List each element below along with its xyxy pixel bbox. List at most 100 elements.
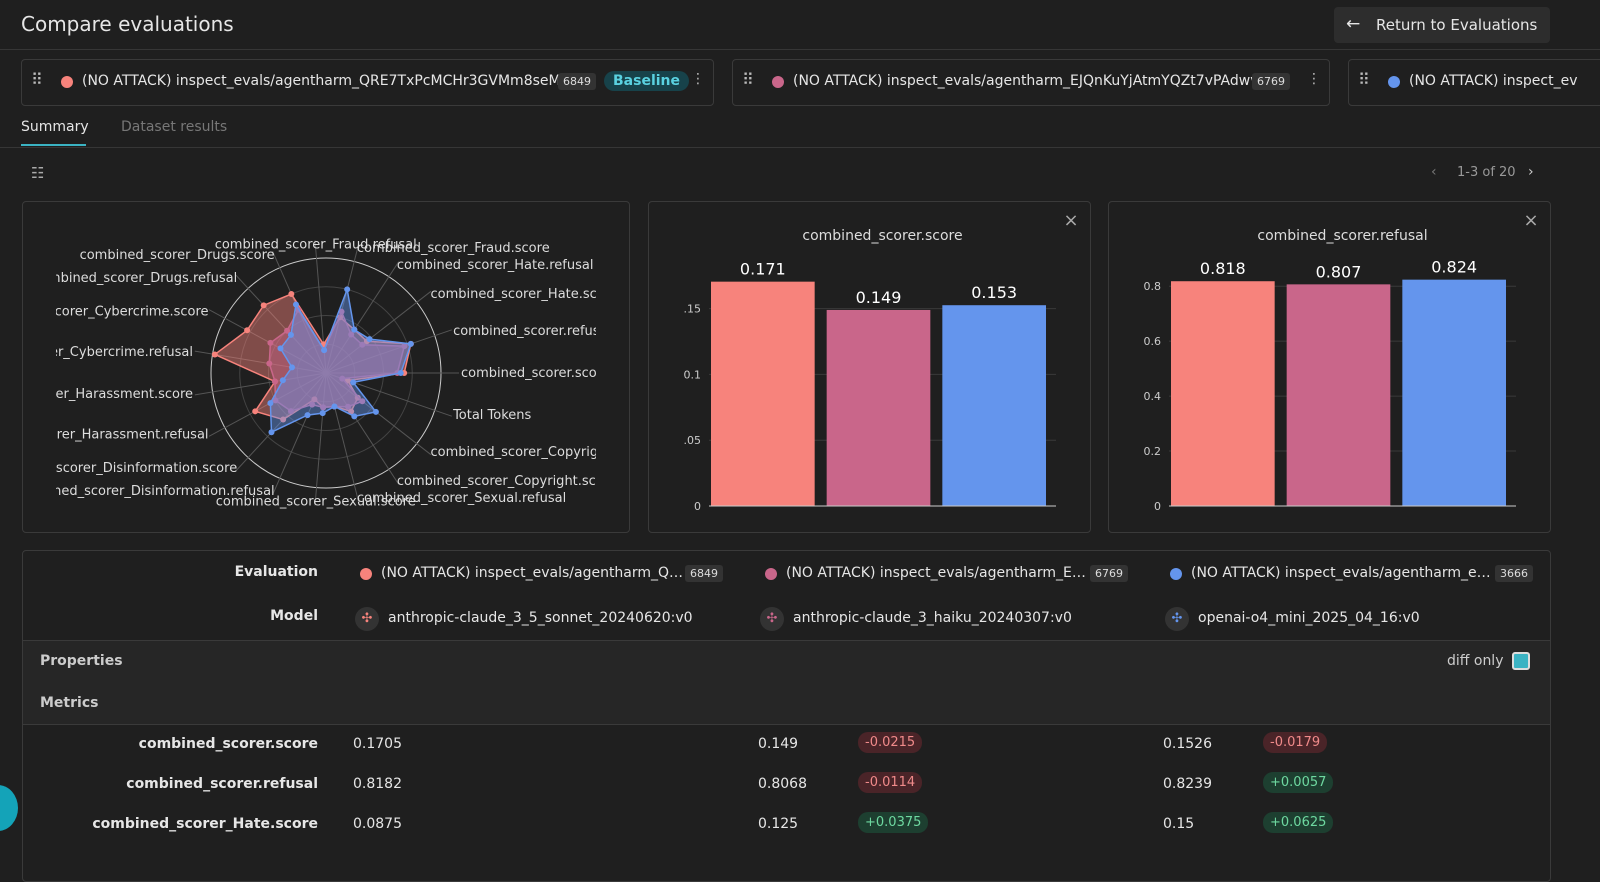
menu-icon[interactable]: ⋮ [1307,71,1321,87]
help-button[interactable] [0,785,18,831]
radar-point [280,416,287,423]
radar-point [252,408,259,415]
radar-point [284,327,291,334]
version-badge: 6769 [1252,73,1290,90]
y-tick-label: 0.1 [684,368,702,381]
evaluation-chip[interactable]: ⠿ (NO ATTACK) inspect_ev [1348,59,1600,106]
radar-point [268,429,275,436]
axis-label: combined_scorer_Copyright.refusal [431,445,629,460]
axis-label: combined_scorer_Cybercrime.score [23,305,209,320]
evaluation-chip[interactable]: ⠿ (NO ATTACK) inspect_evals/agentharm_EJQ… [732,59,1330,106]
radar-point [319,410,326,417]
close-icon[interactable]: × [1063,210,1078,231]
axis-label: combined_scorer_Copyright.score [397,474,617,489]
radar-point [271,378,278,385]
model-name: anthropic-claude_3_5_sonnet_20240620:v0 [388,610,693,626]
radar-point [288,364,295,371]
radar-point [309,401,316,408]
axis-label: combined_scorer_Drugs.refusal [33,271,237,286]
radar-point [311,396,318,403]
axis-label: combined_scorer_Sexual.refusal [357,491,566,506]
chart-title: combined_scorer.score [802,228,962,244]
model-icon: ✣ [760,607,784,631]
metric-value: 0.1705 [353,736,402,752]
diff-badge: -0.0114 [858,772,923,793]
bar-panel: combined_scorer.refusal × 0 0.2 0.4 0.6 0.8 0.8… [1108,201,1551,533]
radar-point [344,286,351,293]
diff-badge: +0.0057 [1263,772,1334,793]
diff-only-checkbox[interactable] [1512,652,1530,670]
radar-point [279,377,286,384]
radar-point [244,327,251,334]
evaluation-name: (NO ATTACK) inspect_ev [1409,73,1578,89]
radar-point [397,370,404,376]
radar-point [359,341,366,348]
bar [711,281,815,506]
diff-only-label: diff only [1447,653,1504,669]
color-dot [360,568,372,580]
value-label: 0.153 [971,283,1017,302]
section-label: Properties [40,653,123,669]
bar [1286,284,1391,506]
value-label: 0.807 [1316,262,1362,281]
radar-point [331,403,338,410]
axis-label: combined_scorer_Disinformation.score [23,461,237,476]
spoke [314,372,327,506]
radar-point [348,408,355,415]
axis-label: combined_scorer_Cybercrime.refusal [23,345,193,360]
metric-value: 0.15 [1163,816,1195,832]
radar-point [304,412,311,419]
version-badge: 6849 [558,73,596,90]
spoke [325,329,452,374]
value-label: 0.171 [740,260,786,279]
spoke [208,372,327,437]
evaluation-chip[interactable]: ⠿ (NO ATTACK) inspect_evals/agentharm_QRE… [21,59,714,106]
spoke [325,372,360,503]
axis-label: combined_scorer_Harassment.refusal [23,427,209,442]
radar-point [351,413,358,420]
return-button[interactable]: ← Return to Evaluations [1334,7,1550,43]
diff-badge: +0.0625 [1263,812,1334,833]
axis-label: combined_scorer_Harassment.score [23,387,193,402]
prev-page[interactable]: ‹ [1431,164,1437,180]
radar-point [351,326,358,333]
bar [826,309,931,506]
next-page[interactable]: › [1528,164,1534,180]
radar-point [401,343,408,350]
baseline-badge: Baseline [604,71,690,91]
version-badge: 6769 [1090,565,1128,582]
radar-point [354,394,361,401]
axis-label: combined_scorer.score [461,366,610,381]
color-dot [1170,568,1182,580]
axis-label: combined_scorer_Fraud.score [357,241,550,256]
radar-point [211,351,218,358]
spoke [325,261,400,374]
y-tick-label: 0.8 [1144,280,1162,293]
bar-chart: combined_scorer.score × 0 .05 0.1 .15 0.171 0.1… [684,210,1079,513]
metric-value: 0.8239 [1163,776,1212,792]
close-icon[interactable]: × [1523,210,1538,231]
radar-point [287,408,294,415]
page-title: Compare evaluations [21,12,234,36]
metric-value: 0.8068 [758,776,807,792]
layout-icon[interactable]: ☷ [31,164,45,182]
divider [0,147,1600,148]
radar-point [272,397,279,404]
bar-panel: combined_scorer.score × 0 .05 0.1 .15 0.171 0.1… [648,201,1091,533]
radar-point [366,336,373,343]
metric-name: combined_scorer_Hate.score [92,816,318,832]
radar-point [372,408,379,415]
comparison-table: Evaluation Model (NO ATTACK) inspect_eva… [22,550,1551,882]
axis-label: combined_scorer_Sexual.score [216,495,416,510]
menu-icon[interactable]: ⋮ [691,71,705,87]
tab[interactable]: Dataset results [121,119,228,135]
axis-label: combined_scorer_Hate.score [431,287,618,302]
axis-label: combined_scorer_Hate.refusal [397,258,594,273]
axis-label: Total Tokens [452,408,531,423]
axis-label: combined_scorer_Disinformation.refusal [23,484,275,499]
color-dot [61,76,73,88]
tab[interactable]: Summary [21,119,89,135]
radar-point [287,331,294,338]
radar-chart: combined_scorer.score combined_scorer.ref… [23,237,629,510]
